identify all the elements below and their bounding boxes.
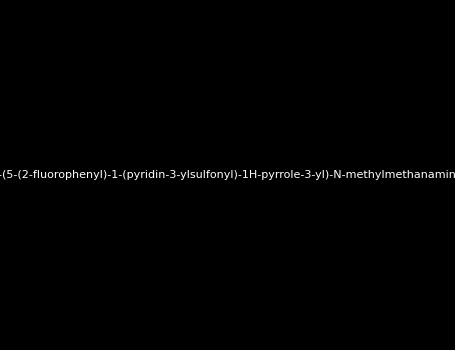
- Text: 1-(5-(2-fluorophenyl)-1-(pyridin-3-ylsulfonyl)-1H-pyrrole-3-yl)-N-methylmethanam: 1-(5-(2-fluorophenyl)-1-(pyridin-3-ylsul…: [0, 170, 455, 180]
